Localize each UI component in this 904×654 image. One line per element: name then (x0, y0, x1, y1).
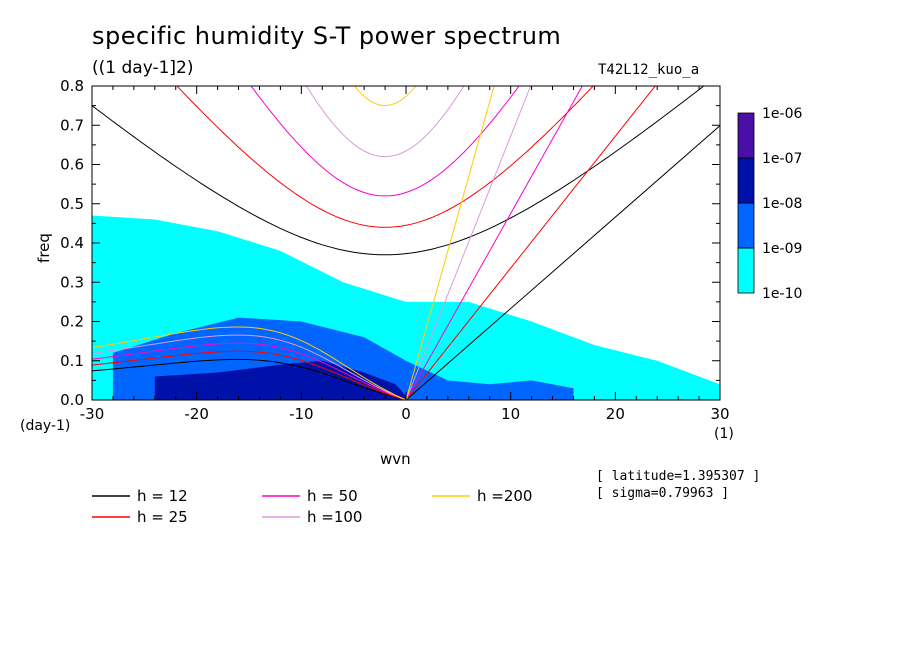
rossby-curve-1 (92, 358, 407, 400)
gravity-curve-3 (250, 86, 520, 197)
y-tick-label: 0.5 (60, 195, 84, 213)
legend-label: h = 12 (137, 487, 188, 505)
colorbar-label: 1e-08 (762, 196, 802, 212)
colorbar-swatch (737, 247, 755, 294)
colorbar-swatch (737, 157, 755, 204)
x-unit-label: (1) (714, 426, 734, 442)
y-unit-label: (day-1) (20, 418, 70, 434)
rossby-curve-3 (92, 342, 407, 400)
gravity-curve-5 (353, 86, 417, 107)
kelvin-line-4 (405, 86, 532, 400)
legend-label: h =200 (477, 487, 532, 505)
kelvin-line-2 (405, 86, 656, 400)
curve-group-1 (92, 86, 720, 400)
latitude-label: [ latitude=1.395307 ] (596, 469, 761, 484)
rossby-curve-5 (92, 326, 407, 400)
x-tick-label: -20 (184, 405, 209, 423)
rossby-curve-4 (92, 334, 407, 400)
y-tick-label: 0.3 (60, 273, 84, 291)
curve-group-2 (92, 86, 656, 400)
x-tick-label: 30 (710, 405, 729, 423)
x-tick-label: -10 (289, 405, 314, 423)
x-tick-label: 0 (401, 405, 411, 423)
dispersion-curves (92, 86, 720, 400)
kelvin-line-3 (405, 86, 583, 400)
y-axis: 0.0 0.1 0.2 0.3 0.4 0.5 0.6 0.7 0.8 (60, 77, 720, 409)
run-id-label: T42L12_kuo_a (598, 62, 700, 78)
kelvin-line-5 (405, 86, 495, 400)
colorbar-label: 1e-10 (762, 286, 802, 302)
y-tick-label: 0.1 (60, 352, 84, 370)
curve-group-3 (92, 86, 583, 400)
colorbar-swatch (737, 202, 755, 249)
y-axis-label: freq (35, 233, 53, 263)
colorbar-label: 1e-06 (762, 106, 802, 122)
rossby-curve-2 (92, 350, 407, 400)
gravity-curve-1 (92, 86, 705, 256)
legend-label: h =100 (307, 508, 362, 526)
y-tick-label: 0.2 (60, 313, 84, 331)
colorbar-label: 1e-07 (762, 151, 802, 167)
x-tick-label: -30 (80, 405, 105, 423)
x-tick-label: 20 (606, 405, 625, 423)
y-tick-label: 0.7 (60, 116, 84, 134)
x-axis-label: wvn (380, 450, 411, 468)
curve-group-5 (92, 86, 495, 400)
x-axis: -30 -20 -10 0 10 20 30 (80, 86, 730, 423)
y-tick-label: 0.8 (60, 77, 84, 95)
y-tick-label: 0.6 (60, 156, 84, 174)
shading-region-1e-08 (154, 360, 406, 400)
sigma-label: [ sigma=0.79963 ] (596, 486, 730, 501)
y-tick-label: 0.0 (60, 391, 84, 409)
gravity-curve-2 (176, 86, 594, 228)
colorbar: 1e-10 1e-09 1e-08 1e-07 1e-06 (737, 106, 802, 302)
kelvin-line-1 (405, 125, 720, 400)
legend-label: h = 25 (137, 508, 188, 526)
y-tick-label: 0.4 (60, 234, 84, 252)
power-shading (92, 215, 720, 400)
chart-title: specific humidity S-T power spectrum (92, 22, 562, 50)
legend: h = 12 h = 25 h = 50 h =100 h =200 (92, 487, 532, 526)
gravity-curve-4 (305, 86, 465, 158)
curve-group-4 (92, 86, 532, 400)
colorbar-swatch (737, 112, 755, 159)
chart-subtitle: ((1 day-1]2) (92, 58, 194, 78)
legend-label: h = 50 (307, 487, 358, 505)
x-tick-label: 10 (501, 405, 520, 423)
colorbar-label: 1e-09 (762, 241, 802, 257)
